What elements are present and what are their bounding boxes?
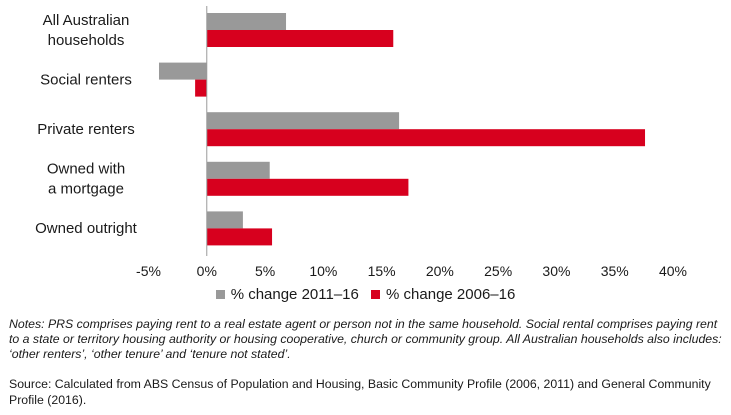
category-label-2: Private renters — [37, 121, 135, 138]
bar-2011-16-1 — [158, 62, 207, 80]
legend-item-2006-16: % change 2006–16 — [371, 286, 515, 303]
bar-chart: All Australian households Social renters Pr… — [35, 6, 687, 279]
category-label-0-line-1: households — [48, 32, 125, 49]
category-label-4: Owned outright — [35, 220, 138, 237]
x-tick-label-6: 25% — [484, 263, 512, 279]
x-tick-label-5: 20% — [426, 263, 454, 279]
legend-item-2011-16: % change 2011–16 — [215, 286, 359, 303]
x-tick-label-1: 0% — [197, 263, 217, 279]
x-tick-label-3: 10% — [309, 263, 337, 279]
category-label-3-line-1: a mortgage — [48, 181, 124, 198]
legend-swatch-2011-16 — [215, 290, 225, 299]
bar-2006-16-2 — [206, 129, 646, 147]
legend-label-2011-16: % change 2011–16 — [230, 286, 359, 303]
x-tick-label-8: 35% — [601, 263, 629, 279]
chart-legend: % change 2011–16 % change 2006–16 — [0, 286, 731, 303]
bar-2006-16-3 — [206, 178, 409, 196]
category-label-3-line-0: Owned with — [47, 161, 125, 178]
legend-label-2006-16: % change 2006–16 — [386, 286, 516, 303]
bar-2006-16-4 — [206, 228, 273, 246]
bar-2011-16-4 — [206, 211, 243, 229]
x-tick-label-7: 30% — [542, 263, 570, 279]
category-label-0-line-0: All Australian — [43, 12, 130, 29]
x-tick-label-9: 40% — [659, 263, 687, 279]
bar-2011-16-0 — [206, 13, 287, 30]
bar-2006-16-1 — [195, 79, 207, 97]
legend-swatch-2006-16 — [371, 290, 381, 299]
category-label-1: Social renters — [40, 71, 132, 88]
chart-notes: Notes: PRS comprises paying rent to a re… — [9, 317, 722, 362]
x-tick-label-2: 5% — [255, 263, 275, 279]
chart-source: Source: Calculated from ABS Census of Po… — [9, 377, 711, 407]
x-tick-label-0: -5% — [136, 263, 161, 279]
bar-2006-16-0 — [206, 30, 394, 47]
bar-2011-16-3 — [206, 161, 270, 179]
x-tick-label-4: 15% — [368, 263, 396, 279]
bar-2011-16-2 — [206, 112, 400, 130]
